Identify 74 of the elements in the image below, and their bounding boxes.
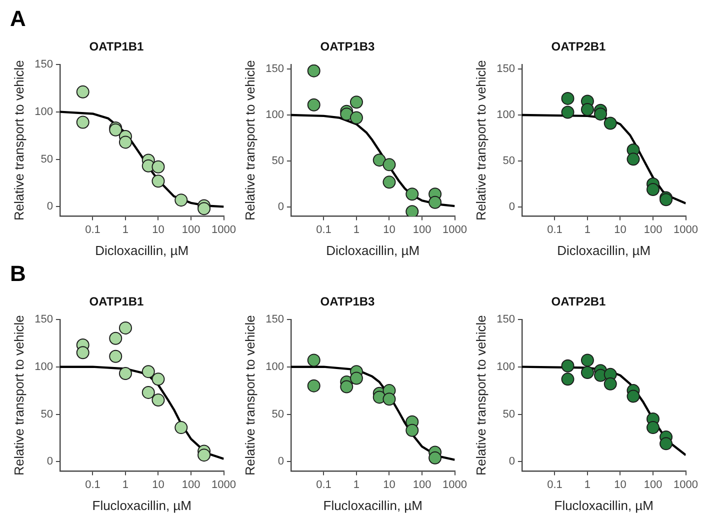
y-tick-label: 0 (278, 201, 284, 214)
y-axis-title: Relative transport to vehicle (473, 60, 488, 221)
x-tick-label: 1000 (442, 478, 468, 491)
y-axis-title: Relative transport to vehicle (11, 60, 26, 221)
y-tick-label: 150 (496, 313, 515, 326)
x-axis-title: Dicloxacillin, µM (557, 242, 651, 258)
y-tick-label: 150 (266, 63, 284, 76)
x-tick-label: 0.1 (85, 478, 100, 491)
chart-title: OATP1B3 (320, 40, 376, 54)
chart-title: OATP1B1 (89, 40, 144, 54)
y-tick-label: 100 (34, 360, 53, 373)
y-tick-label: 50 (272, 155, 284, 168)
y-tick-label: 150 (496, 63, 515, 76)
x-axis-title: Dicloxacillin, µM (326, 242, 420, 258)
x-tick-label: 1 (584, 478, 591, 491)
x-tick-label: 1000 (442, 224, 468, 236)
y-tick-label: 0 (508, 201, 515, 214)
text: B (10, 261, 26, 286)
y-tick-label: 150 (34, 58, 53, 70)
y-tick-label: 0 (46, 200, 53, 213)
y-tick-label: 100 (34, 106, 53, 118)
y-tick-label: 0 (508, 456, 515, 468)
x-axis-title: Flucloxacillin, µM (323, 498, 422, 513)
y-tick-label: 50 (40, 153, 53, 166)
x-tick-label: 1 (353, 478, 360, 491)
x-tick-label: 1000 (212, 478, 236, 491)
x-tick-label: 100 (182, 224, 200, 236)
x-tick-label: 0.1 (316, 224, 332, 236)
x-tick-label: 100 (644, 224, 662, 236)
x-tick-label: 1000 (212, 224, 236, 236)
y-tick-label: 50 (502, 155, 515, 168)
x-axis-title: Flucloxacillin, µM (554, 498, 654, 513)
x-tick-label: 1 (122, 478, 129, 491)
x-axis-title: Flucloxacillin, µM (92, 498, 192, 513)
y-axis-title: Relative transport to vehicle (473, 315, 488, 476)
x-tick-label: 1 (353, 224, 360, 236)
x-tick-label: 100 (182, 478, 200, 491)
x-tick-label: 10 (614, 224, 626, 236)
x-tick-label: 10 (152, 478, 164, 491)
x-tick-label: 0.1 (85, 224, 100, 236)
x-tick-label: 100 (412, 478, 432, 491)
x-tick-label: 10 (383, 224, 396, 236)
y-tick-label: 50 (40, 408, 53, 420)
chart-title: OATP1B1 (89, 294, 144, 309)
x-tick-label: 10 (614, 478, 626, 491)
chart-title: OATP1B3 (320, 294, 376, 309)
x-tick-label: 10 (383, 478, 396, 491)
x-tick-label: 1 (584, 224, 591, 236)
x-tick-label: 1 (122, 224, 129, 236)
chart-title: OATP2B1 (551, 40, 606, 54)
y-axis-title: Relative transport to vehicle (242, 60, 258, 221)
y-axis-title: Relative transport to vehicle (242, 315, 258, 476)
chart-title: OATP2B1 (551, 294, 606, 309)
x-tick-label: 0.1 (547, 478, 562, 491)
x-tick-label: 10 (152, 224, 164, 236)
y-tick-label: 50 (272, 408, 284, 420)
y-tick-label: 0 (46, 456, 53, 468)
x-tick-label: 1000 (674, 478, 698, 491)
x-tick-label: 100 (412, 224, 432, 236)
text: A (10, 6, 26, 31)
y-axis-title: Relative transport to vehicle (11, 315, 26, 476)
y-tick-label: 150 (266, 313, 284, 326)
x-tick-label: 1000 (674, 224, 698, 236)
x-tick-label: 100 (644, 478, 662, 491)
y-tick-label: 0 (278, 456, 284, 468)
y-tick-label: 100 (496, 109, 515, 122)
y-tick-label: 50 (502, 408, 515, 420)
y-tick-label: 100 (266, 360, 284, 373)
x-axis-title: Dicloxacillin, µM (95, 242, 189, 258)
x-tick-label: 0.1 (547, 224, 562, 236)
y-tick-label: 100 (496, 360, 515, 373)
y-tick-label: 150 (34, 313, 53, 326)
y-tick-label: 100 (266, 109, 284, 122)
x-tick-label: 0.1 (316, 478, 332, 491)
